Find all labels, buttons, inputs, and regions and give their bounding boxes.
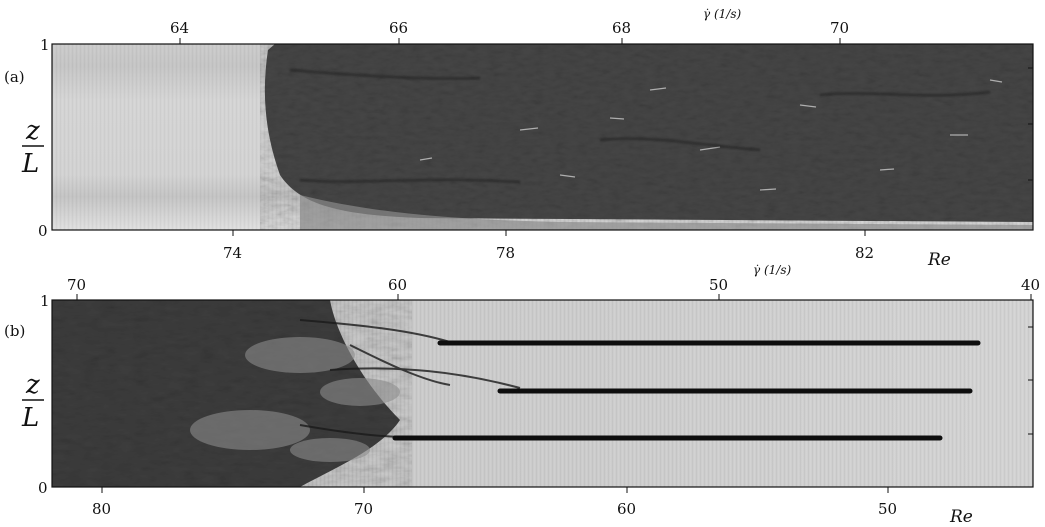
panel-a-y-tick-bottom: 0	[38, 222, 48, 240]
panel-a-bottom-axis: 74 78 82 Re	[223, 230, 951, 270]
panel-b-image	[52, 300, 1033, 487]
panel-b-top-axis: 70 60 50 40 γ̇ (1/s)	[67, 263, 1040, 300]
panel-b-bottom-tick-70: 70	[354, 500, 373, 518]
panel-b-bottom-axis-label: Re	[949, 507, 973, 527]
panel-a-top-tick-66: 66	[389, 19, 408, 37]
panel-b: 1 0 z L (b) 70 60 50 40 γ̇ (1/s) 80 70	[4, 263, 1040, 527]
panel-a-top-tick-68: 68	[612, 19, 631, 37]
panel-a-bottom-axis-label: Re	[927, 250, 951, 270]
panel-a-y-axis: 1 0 z L (a)	[4, 36, 1033, 240]
panel-a-top-tick-64: 64	[170, 19, 189, 37]
panel-a-top-axis-label: γ̇ (1/s)	[703, 7, 742, 21]
panel-b-bottom-axis: 80 70 60 50 Re	[92, 487, 973, 527]
panel-a-bottom-tick-74: 74	[223, 244, 242, 262]
panel-b-bottom-tick-80: 80	[92, 500, 111, 518]
panel-b-top-tick-70: 70	[67, 276, 86, 294]
panel-a-label: (a)	[4, 68, 25, 86]
panel-b-top-tick-60: 60	[388, 276, 407, 294]
panel-b-bottom-tick-50: 50	[878, 500, 897, 518]
panel-a-bottom-tick-78: 78	[496, 244, 515, 262]
panel-a-bottom-tick-82: 82	[855, 244, 874, 262]
panel-a: 1 0 z L (a) 64 66 68 70 γ̇ (1/s) 74 78 8	[4, 7, 1034, 270]
panel-a-z-numerator: z	[25, 116, 40, 146]
panel-a-top-tick-70: 70	[830, 19, 849, 37]
panel-b-bottom-tick-60: 60	[617, 500, 636, 518]
panel-b-z-numerator: z	[25, 370, 40, 400]
panel-a-y-tick-top: 1	[40, 36, 50, 54]
panel-b-y-tick-bottom: 0	[38, 479, 48, 497]
panel-a-z-denominator: L	[21, 149, 39, 179]
panel-b-top-axis-label: γ̇ (1/s)	[753, 263, 792, 277]
panel-b-stripes	[392, 340, 981, 441]
panel-b-top-tick-50: 50	[709, 276, 728, 294]
panel-b-top-tick-40: 40	[1021, 276, 1040, 294]
panel-b-y-axis: 1 0 z L (b)	[4, 292, 1033, 497]
panel-b-y-tick-top: 1	[40, 292, 50, 310]
panel-a-top-axis: 64 66 68 70 γ̇ (1/s)	[170, 7, 849, 44]
panel-b-z-denominator: L	[21, 403, 39, 433]
panel-b-label: (b)	[4, 322, 25, 340]
panel-a-image	[52, 44, 1033, 230]
